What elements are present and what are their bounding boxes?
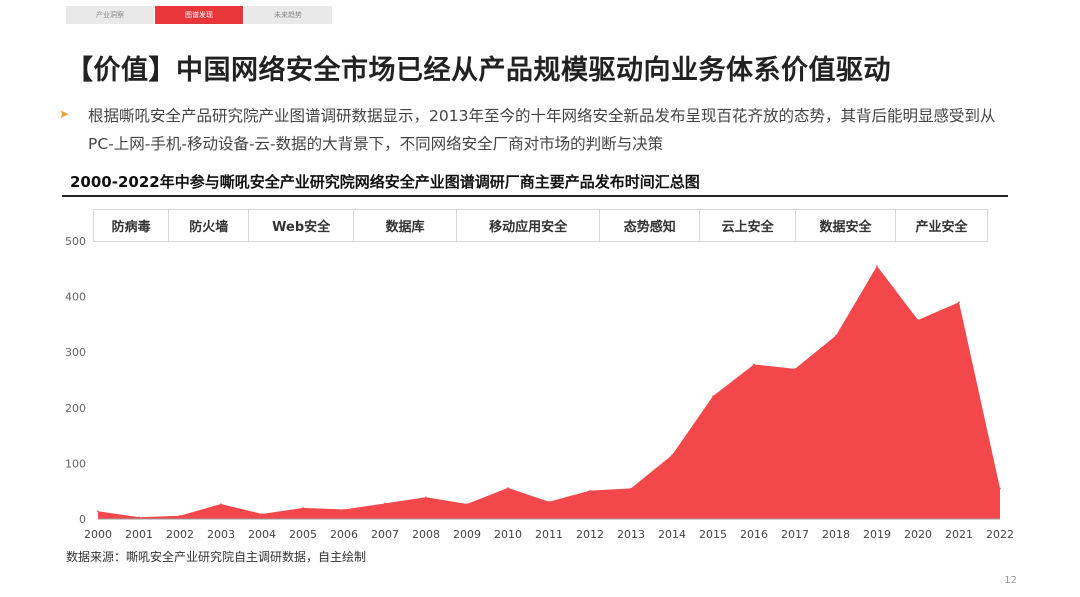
data-point	[97, 510, 99, 513]
tab-future-trends[interactable]: 未来趋势	[244, 6, 333, 24]
page-number: 12	[1004, 575, 1017, 586]
data-point	[712, 395, 714, 397]
data-point	[794, 368, 796, 370]
data-point	[671, 454, 673, 456]
data-point	[220, 503, 222, 505]
y-tick-label: 400	[65, 291, 86, 304]
x-tick-label: 2016	[740, 528, 768, 541]
x-tick-label: 2001	[125, 528, 153, 541]
x-tick-label: 2002	[166, 528, 194, 541]
y-tick-label: 200	[65, 402, 86, 415]
data-point	[876, 265, 878, 267]
x-tick-label: 2000	[84, 528, 112, 541]
y-tick-label: 0	[79, 513, 86, 526]
x-tick-label: 2017	[781, 528, 809, 541]
data-point	[261, 513, 263, 515]
data-point	[630, 487, 632, 490]
data-point	[753, 363, 755, 366]
x-tick-label: 2022	[986, 528, 1014, 541]
x-tick-label: 2015	[699, 528, 727, 541]
tab-industry-insight[interactable]: 产业洞察	[66, 6, 155, 24]
bullet-line-2: PC-上网-手机-移动设备-云-数据的大背景下，不同网络安全厂商对市场的判断与决…	[88, 135, 664, 153]
data-point	[425, 496, 427, 499]
category-bar: 防病毒 防火墙 Web安全 数据库 移动应用安全 态势感知 云上安全 数据安全 产业安全	[93, 209, 988, 242]
x-tick-label: 2012	[576, 528, 604, 541]
title-divider	[62, 195, 1008, 197]
category-label: 数据库	[354, 210, 457, 241]
category-label: 产业安全	[915, 220, 968, 235]
y-tick-label: 100	[65, 457, 86, 470]
tab-atlas-discovery[interactable]: 图谱发现	[155, 6, 244, 24]
x-tick-label: 2003	[207, 528, 235, 541]
x-tick-label: 2021	[945, 528, 973, 541]
category-label: 云上安全	[700, 210, 797, 241]
data-point	[589, 489, 591, 492]
x-tick-label: 2018	[822, 528, 850, 541]
data-point	[835, 334, 837, 337]
x-tick-label: 2004	[248, 528, 276, 541]
x-tick-label: 2008	[412, 528, 440, 541]
area-series	[98, 266, 1000, 519]
data-point	[343, 508, 345, 511]
data-point	[384, 502, 386, 505]
category-label: 防火墙	[169, 210, 250, 241]
data-point	[958, 301, 960, 303]
bullet-line-1: 根据嘶吼安全产品研究院产业图谱调研数据显示，2013年至今的十年网络安全新品发布…	[88, 107, 996, 125]
data-source: 数据来源：嘶吼安全产业研究院自主调研数据，自主绘制	[66, 550, 367, 564]
page-title: 【价值】中国网络安全市场已经从产品规模驱动向业务体系价值驱动	[66, 55, 891, 86]
data-point	[302, 507, 304, 509]
top-nav: 产业洞察 图谱发现 未来趋势	[66, 6, 333, 24]
x-tick-label: 2009	[453, 528, 481, 541]
category-label: 防病毒	[94, 210, 170, 241]
x-tick-label: 2020	[904, 528, 932, 541]
data-point	[999, 487, 1001, 490]
y-tick-label: 300	[65, 346, 86, 359]
x-tick-label: 2011	[535, 528, 563, 541]
x-tick-label: 2013	[617, 528, 645, 541]
x-tick-label: 2006	[330, 528, 358, 541]
bullet-text: 根据嘶吼安全产品研究院产业图谱调研数据显示，2013年至今的十年网络安全新品发布…	[88, 102, 1028, 158]
x-tick-label: 2005	[289, 528, 317, 541]
x-tick-label: 2019	[863, 528, 891, 541]
category-label: 数据安全	[796, 210, 896, 241]
data-point	[917, 319, 919, 321]
x-tick-label: 2014	[658, 528, 686, 541]
data-point	[548, 500, 550, 503]
data-point	[138, 516, 140, 519]
category-label: 移动应用安全	[457, 210, 601, 241]
data-point	[179, 514, 181, 517]
category-label: 态势感知	[600, 210, 701, 241]
chart-title: 2000-2022年中参与嘶吼安全产业研究院网络安全产业图谱调研厂商主要产品发布…	[70, 173, 700, 191]
bullet-arrow-icon: ➤	[59, 107, 70, 121]
data-point	[466, 503, 468, 505]
data-point	[507, 487, 509, 489]
x-tick-label: 2010	[494, 528, 522, 541]
y-tick-label: 500	[65, 235, 86, 248]
category-label: Web安全	[249, 210, 355, 241]
x-tick-label: 2007	[371, 528, 399, 541]
